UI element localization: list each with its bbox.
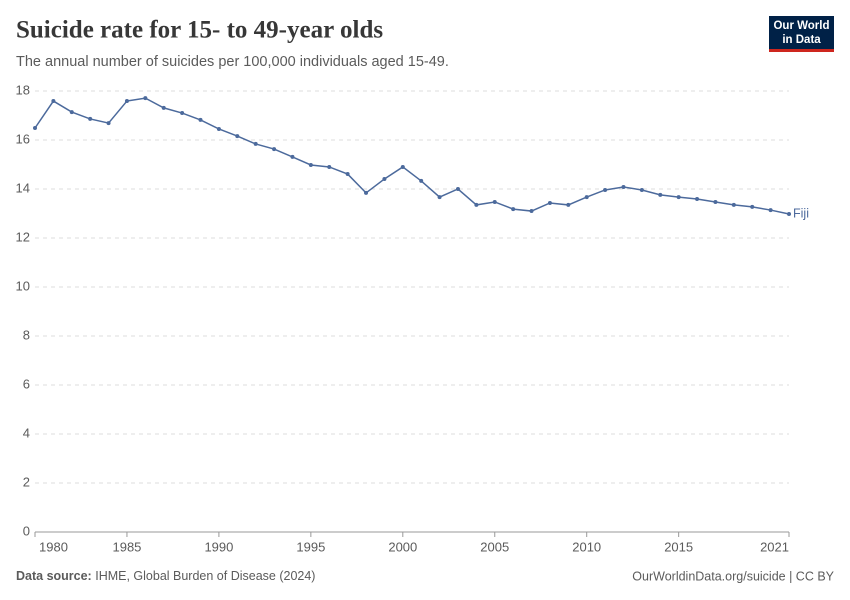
point [272, 147, 277, 152]
point [382, 176, 387, 181]
point [768, 208, 773, 213]
point [566, 202, 571, 207]
point [345, 172, 350, 177]
y-tick-label: 10 [16, 278, 30, 293]
chart-subtitle: The annual number of suicides per 100,00… [16, 54, 449, 70]
point [290, 154, 295, 159]
point [584, 195, 589, 200]
logo-text: Our World [773, 20, 829, 32]
point [106, 121, 111, 126]
y-tick-label: 16 [16, 131, 30, 146]
x-tick-label: 2000 [388, 539, 417, 554]
point [88, 116, 93, 121]
y-tick-label: 6 [23, 376, 30, 391]
x-tick-label: 2021 [760, 539, 789, 554]
line [34, 97, 790, 215]
point [621, 185, 626, 190]
point [327, 164, 332, 169]
x-tick-label: 1985 [112, 539, 141, 554]
point [658, 192, 663, 197]
point [547, 200, 552, 205]
point [180, 111, 185, 116]
point [695, 197, 700, 202]
point [124, 99, 129, 104]
point [474, 202, 479, 207]
x-tick-label: 2005 [480, 539, 509, 554]
point [253, 141, 258, 146]
point [400, 164, 405, 169]
y-tick-label: 4 [23, 425, 30, 440]
logo-bar [769, 49, 834, 52]
point [455, 187, 460, 191]
point [676, 195, 681, 200]
logo-text: in Data [782, 34, 821, 46]
point [419, 178, 424, 183]
point [511, 207, 516, 212]
source: Data source: IHME, Global Burden of Dise… [16, 569, 315, 583]
logo[interactable]: Our World in Data [769, 16, 834, 52]
y-tick-label: 0 [23, 523, 30, 538]
y-tick-label: 12 [16, 229, 30, 244]
point [750, 204, 755, 209]
point [51, 99, 56, 104]
footer-link[interactable]: OurWorldinData.org/suicide | CC BY [632, 569, 834, 583]
x-tick-label: 2015 [664, 539, 693, 554]
y-tick-label: 8 [23, 327, 30, 342]
point [216, 126, 221, 131]
y-tick-label: 14 [16, 180, 30, 195]
point [529, 209, 534, 214]
x-tick-label: 1995 [296, 539, 325, 554]
series-label: Fiji [793, 206, 809, 220]
y-tick-label: 18 [16, 82, 30, 97]
point [713, 199, 718, 204]
point [161, 105, 166, 110]
point [364, 190, 369, 195]
chart-title: Suicide rate for 15- to 49-year olds [16, 17, 383, 44]
point [603, 187, 608, 192]
point [787, 211, 791, 216]
point [235, 134, 240, 139]
x-tick-label: 2010 [572, 539, 601, 554]
point [639, 187, 644, 192]
x-tick-label: 1980 [39, 539, 68, 554]
y-tick-label: 2 [23, 474, 30, 489]
x-tick-label: 1990 [204, 539, 233, 554]
point [731, 202, 736, 207]
point [143, 96, 148, 101]
point [437, 195, 442, 200]
point [69, 110, 74, 115]
point [33, 125, 37, 130]
source-text: IHME, Global Burden of Disease (2024) [95, 569, 315, 583]
source-label: Data source: [16, 569, 92, 583]
point [308, 162, 313, 167]
logo-box [769, 16, 834, 49]
point [492, 199, 497, 204]
point [198, 117, 203, 122]
